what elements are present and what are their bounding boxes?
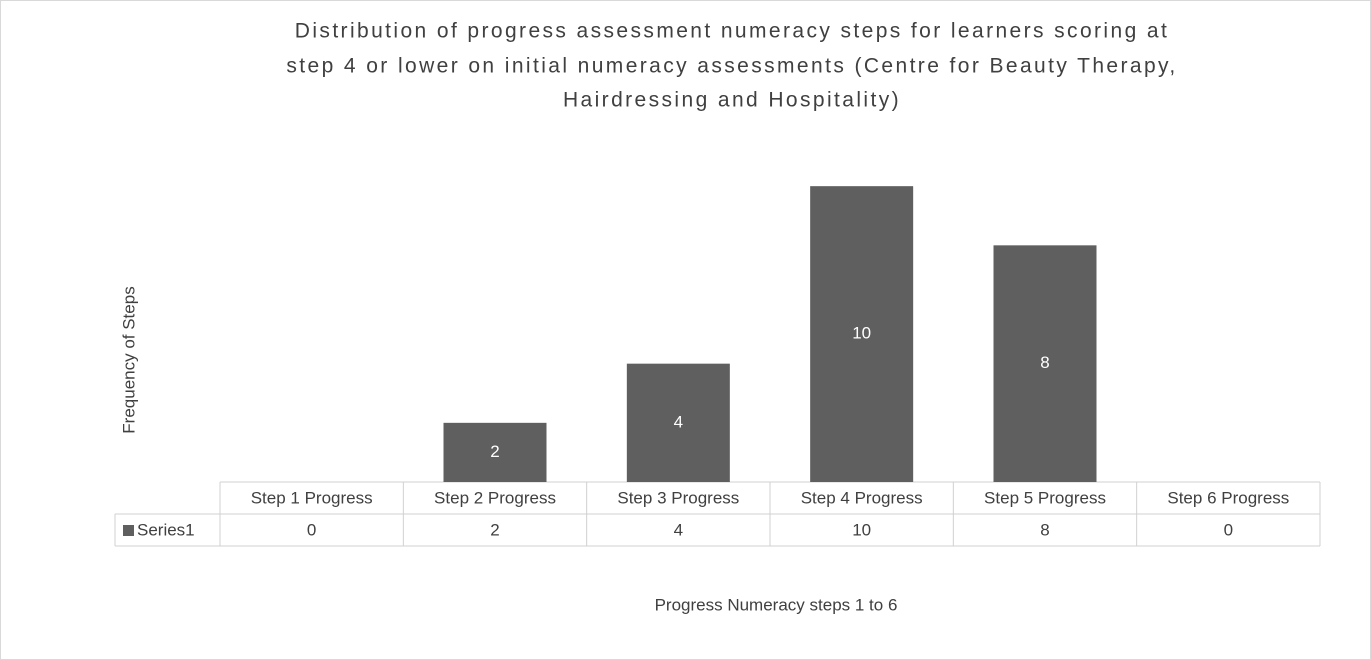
data-label: 4 xyxy=(674,412,683,431)
x-axis-label: Progress Numeracy steps 1 to 6 xyxy=(655,595,898,614)
table-value: 10 xyxy=(852,520,871,539)
table-value: 4 xyxy=(674,520,683,539)
table-value: 0 xyxy=(307,520,316,539)
data-label: 10 xyxy=(852,324,871,343)
data-label: 8 xyxy=(1040,353,1049,372)
bar xyxy=(443,422,547,482)
table-value: 0 xyxy=(1224,520,1233,539)
data-label: 0 xyxy=(307,465,316,484)
chart-title: Distribution of progress assessment nume… xyxy=(295,20,1169,43)
bar xyxy=(993,245,1097,482)
data-label: 2 xyxy=(490,442,499,461)
x-tick-label: Step 4 Progress xyxy=(801,488,923,507)
table-value: 2 xyxy=(490,520,499,539)
chart-title: step 4 or lower on initial numeracy asse… xyxy=(286,55,1177,78)
x-tick-label: Step 2 Progress xyxy=(434,488,556,507)
legend-key xyxy=(123,525,134,536)
y-axis-label: Frequency of Steps xyxy=(119,286,138,433)
x-tick-label: Step 1 Progress xyxy=(251,488,373,507)
table-value: 8 xyxy=(1040,520,1049,539)
data-label: 0 xyxy=(1224,465,1233,484)
legend-label: Series1 xyxy=(137,520,195,539)
x-tick-label: Step 6 Progress xyxy=(1167,488,1289,507)
bar xyxy=(626,363,730,482)
chart-title: Hairdressing and Hospitality) xyxy=(563,89,901,112)
bar xyxy=(810,186,914,482)
x-tick-label: Step 5 Progress xyxy=(984,488,1106,507)
x-tick-label: Step 3 Progress xyxy=(617,488,739,507)
